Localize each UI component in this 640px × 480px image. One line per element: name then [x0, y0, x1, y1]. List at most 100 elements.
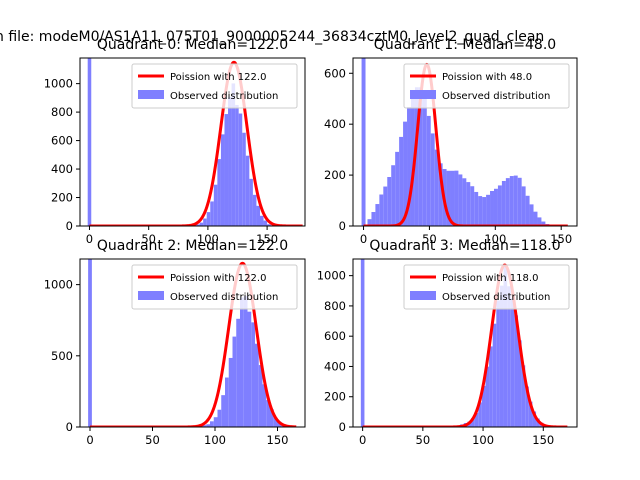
quadrant-1-bar [513, 175, 518, 226]
quadrant-2-bar [225, 377, 229, 427]
quadrant-3-bar [528, 401, 533, 427]
quadrant-0-xtick-label: 100 [197, 232, 219, 246]
quadrant-1-legend-hist-swatch [410, 90, 436, 99]
quadrant-3-xtick-label: 0 [359, 433, 366, 447]
quadrant-3-bar [481, 385, 486, 427]
quadrant-3-bar [525, 386, 529, 427]
quadrant-0-xtick-label: 0 [86, 232, 93, 246]
quadrant-2-bar [255, 343, 259, 427]
quadrant-3-bar [507, 286, 511, 427]
quadrant-2-bar [228, 357, 233, 427]
quadrant-1-bar [399, 136, 404, 226]
quadrant-0-ytick-label: 800 [51, 105, 73, 119]
quadrant-2-ytick-label: 1000 [44, 278, 73, 292]
quadrant-1-xtick-label: 100 [484, 232, 506, 246]
quadrant-1-xtick-label: 0 [360, 232, 367, 246]
quadrant-2-xtick-label: 150 [267, 433, 289, 447]
quadrant-0-title: Quadrant 0: Median=122.0 [97, 37, 288, 53]
quadrant-1-bar [490, 191, 494, 226]
quadrant-1-bar [529, 204, 534, 226]
quadrant-0-legend-poisson-label: Poission with 122.0 [170, 72, 266, 83]
quadrant-2-bar [236, 318, 240, 427]
quadrant-2-ytick-label: 500 [51, 349, 73, 363]
quadrant-1-axes-frame [352, 57, 578, 227]
quadrant-0-bar-zero [87, 58, 92, 226]
quadrant-2-legend-hist-swatch [138, 291, 164, 300]
quadrant-0-bar [224, 114, 229, 226]
quadrant-0-legend-box [131, 63, 298, 109]
quadrant-1-bar [446, 170, 451, 226]
quadrant-1-bar [395, 151, 400, 226]
quadrant-1-bar [501, 180, 506, 226]
quadrant-1-bar [541, 221, 546, 226]
quadrant-0-bar [228, 97, 232, 226]
quadrant-1-bar [422, 96, 427, 226]
quadrant-3-bar [517, 340, 522, 427]
quadrant-1-bar [521, 186, 526, 226]
quadrant-1-bar [430, 133, 435, 226]
quadrant-1-bar [450, 170, 455, 226]
quadrant-3-bar [492, 323, 497, 427]
quadrant-2-bar [258, 365, 263, 427]
quadrant-3-bar [510, 298, 515, 427]
quadrant-3-legend-observed-label: Observed distribution [442, 292, 550, 303]
quadrant-1-bar [509, 176, 514, 226]
quadrant-1-bar [367, 219, 372, 226]
quadrant-2-legend-poisson-label: Poission with 122.0 [170, 273, 266, 284]
quadrant-0-bar [256, 205, 260, 226]
quadrant-3-xtick-label: 150 [532, 433, 554, 447]
quadrant-3-ytick-label: 600 [324, 329, 346, 343]
quadrant-1-bar [505, 178, 510, 226]
quadrant-3-legend-hist-swatch [410, 291, 436, 300]
quadrant-2-title: Quadrant 2: Median=122.0 [97, 238, 288, 254]
quadrant-1-ytick-label: 400 [324, 117, 346, 131]
quadrant-1-bar [462, 178, 467, 226]
quadrant-1-bar [486, 194, 491, 226]
quadrant-1-title: Quadrant 1: Median=48.0 [374, 37, 556, 53]
quadrant-1-bar [407, 107, 411, 226]
quadrant-0-panel: 0 50 100 150 0 200 400 600 800 1000 Poission with … [44, 37, 306, 246]
quadrant-3-bar [496, 300, 500, 427]
quadrant-2-legend-box [131, 264, 298, 310]
quadrant-0-bar [199, 222, 204, 226]
quadrant-3-bar [521, 365, 526, 427]
quadrant-1-bar [525, 195, 530, 226]
quadrant-0-bar [242, 132, 246, 226]
quadrant-1-ytick-label: 600 [324, 66, 346, 80]
quadrant-0-xtick-label: 50 [141, 232, 156, 246]
quadrant-2-bar [247, 311, 252, 427]
quadrant-0-bar [260, 215, 264, 226]
quadrant-0-ytick-label: 1000 [44, 77, 73, 91]
quadrant-1-xtick-label: 50 [422, 232, 437, 246]
quadrant-1-panel: 0 50 100 150 0 200 400 600 Poission with 48.0 Obs… [324, 37, 578, 246]
quadrant-2-ytick-label: 0 [66, 420, 73, 434]
quadrant-0-bar [210, 201, 214, 226]
quadrant-0-bar [213, 184, 218, 226]
quadrant-1-ytick-label: 0 [339, 219, 346, 233]
quadrant-3-bar [478, 402, 482, 427]
quadrant-3-poisson-line [361, 263, 569, 427]
quadrant-0-legend-observed-label: Observed distribution [170, 91, 278, 102]
quadrant-3-bar [489, 346, 493, 427]
quadrant-1-bar [383, 186, 388, 226]
quadrant-1-bar [466, 182, 471, 226]
quadrant-1-bar [418, 87, 423, 226]
quadrant-0-bar [249, 178, 253, 226]
quadrant-2-legend: Poission with 122.0 Observed distribution [131, 264, 298, 310]
quadrant-3-axes-frame [352, 258, 578, 428]
quadrant-0-poisson-line [88, 60, 304, 226]
quadrant-0-bar [206, 212, 211, 226]
quadrant-1-bar [426, 115, 431, 226]
quadrant-1-bar [537, 217, 542, 226]
quadrant-2-legend-observed-label: Observed distribution [170, 292, 278, 303]
quadrant-0-bar [238, 113, 243, 226]
quadrant-2-bar [273, 417, 278, 427]
quadrant-1-legend-observed-label: Observed distribution [442, 91, 550, 102]
quadrant-1-legend: Poission with 48.0 Observed distribution [403, 63, 570, 109]
quadrant-1-xtick-label: 150 [550, 232, 572, 246]
quadrant-0-ytick-label: 200 [51, 191, 73, 205]
quadrant-3-legend: Poission with 118.0 Observed distribution [403, 264, 570, 310]
quadrant-1-bar-zero [361, 58, 366, 226]
figure-suptitle: n file: modeM0/AS1A11_075T01_9000005244_… [0, 29, 544, 45]
quadrant-0-legend: Poission with 122.0 Observed distribution [131, 63, 298, 109]
